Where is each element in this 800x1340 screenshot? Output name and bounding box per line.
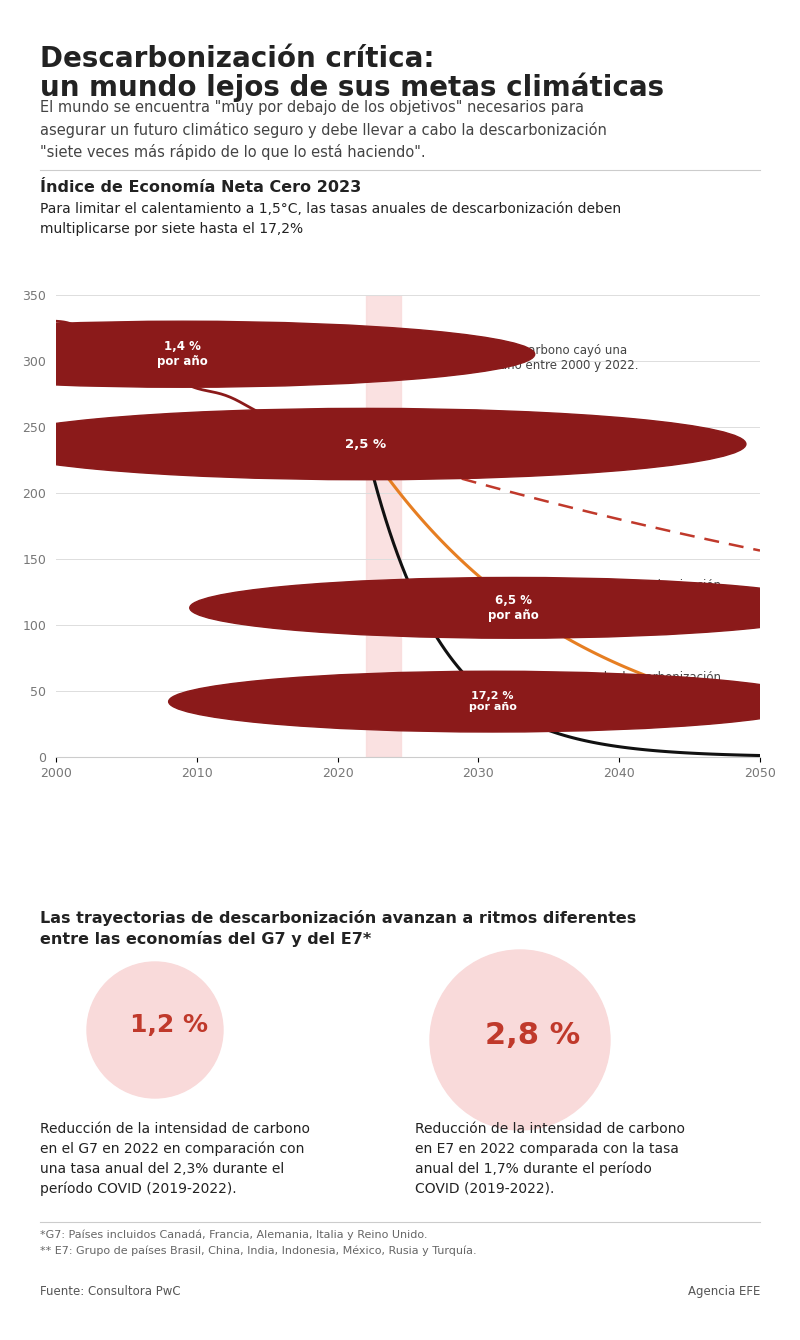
Circle shape bbox=[87, 962, 223, 1097]
Text: Reducción de la intensidad de carbono
en E7 en 2022 comparada con la tasa
anual : Reducción de la intensidad de carbono en… bbox=[415, 1122, 685, 1195]
Text: 2,5 %: 2,5 % bbox=[345, 438, 386, 450]
Text: Tasa de descarbonización
de 1,5ºC: 17,2 % por año.: Tasa de descarbonización de 1,5ºC: 17,2 … bbox=[570, 671, 722, 699]
Circle shape bbox=[0, 322, 534, 387]
Text: 2,8 %: 2,8 % bbox=[485, 1021, 580, 1049]
Text: Índice de Economía Neta Cero 2023: Índice de Economía Neta Cero 2023 bbox=[40, 180, 362, 196]
Text: 6,5 %
por año: 6,5 % por año bbox=[488, 594, 539, 622]
Bar bbox=[366, 295, 401, 757]
Text: Las trayectorias de descarbonización avanzan a ritmos diferentes
entre las econo: Las trayectorias de descarbonización ava… bbox=[40, 910, 636, 947]
Circle shape bbox=[190, 578, 800, 638]
Text: 1,2 %: 1,2 % bbox=[130, 1013, 208, 1037]
Text: Reducción de la intensidad de carbono
en el G7 en 2022 en comparación con
una ta: Reducción de la intensidad de carbono en… bbox=[40, 1122, 310, 1197]
Text: Agencia EFE: Agencia EFE bbox=[688, 1285, 760, 1298]
Text: La intensidad global de carbono
cayó un 2,5 % en 2022.: La intensidad global de carbono cayó un … bbox=[464, 425, 654, 452]
Circle shape bbox=[169, 671, 800, 732]
Text: 17,2 %
por año: 17,2 % por año bbox=[469, 691, 517, 713]
Text: La intensidad global de carbono cayó una
media de 1,4 % por año entre 2000 y 202: La intensidad global de carbono cayó una… bbox=[380, 343, 638, 371]
Text: un mundo lejos de sus metas climáticas: un mundo lejos de sus metas climáticas bbox=[40, 72, 664, 102]
Text: Para limitar el calentamiento a 1,5°C, las tasas anuales de descarbonización deb: Para limitar el calentamiento a 1,5°C, l… bbox=[40, 202, 621, 236]
Text: Descarbonización crítica:: Descarbonización crítica: bbox=[40, 46, 434, 72]
Circle shape bbox=[430, 950, 610, 1130]
Text: 1,4 %
por año: 1,4 % por año bbox=[158, 340, 208, 369]
Text: *G7: Países incluidos Canadá, Francia, Alemania, Italia y Reino Unido.: *G7: Países incluidos Canadá, Francia, A… bbox=[40, 1230, 427, 1241]
Circle shape bbox=[0, 409, 746, 480]
Text: El mundo se encuentra "muy por debajo de los objetivos" necesarios para
asegurar: El mundo se encuentra "muy por debajo de… bbox=[40, 100, 607, 159]
Text: ** E7: Grupo de países Brasil, China, India, Indonesia, México, Rusia y Turquía.: ** E7: Grupo de países Brasil, China, In… bbox=[40, 1246, 477, 1257]
Text: Tasa de descarbonización
de 2ºC: 6,5 % por año.: Tasa de descarbonización de 2ºC: 6,5 % p… bbox=[570, 579, 721, 607]
Text: Fuente: Consultora PwC: Fuente: Consultora PwC bbox=[40, 1285, 181, 1298]
